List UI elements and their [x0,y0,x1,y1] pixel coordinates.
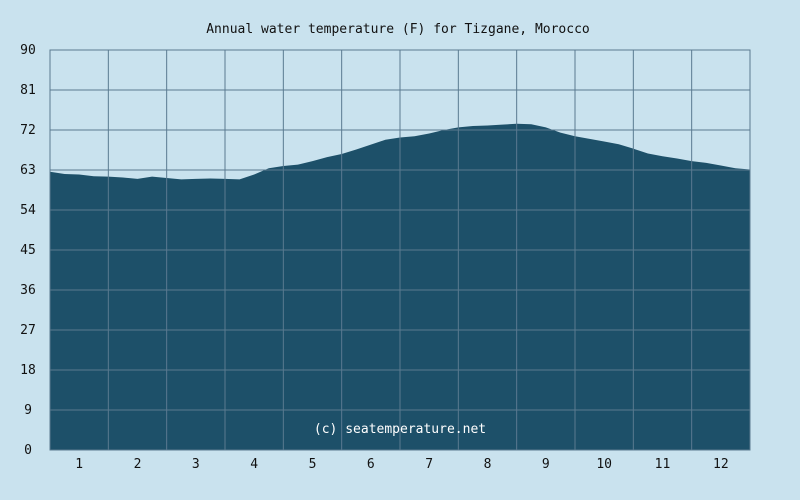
chart-title: Annual water temperature (F) for Tizgane… [206,22,590,37]
y-tick-label: 27 [20,323,36,338]
x-tick-label: 11 [655,457,671,472]
x-tick-label: 4 [250,457,258,472]
y-tick-label: 63 [20,163,36,178]
y-tick-label: 0 [24,443,32,458]
y-tick-label: 72 [20,123,36,138]
x-tick-label: 9 [542,457,550,472]
y-tick-label: 81 [20,83,36,98]
x-tick-label: 3 [192,457,200,472]
y-tick-label: 45 [20,243,36,258]
x-axis-ticks: 1 2 3 4 5 6 7 8 9 10 11 12 [75,457,728,472]
y-tick-label: 54 [20,203,36,218]
x-tick-label: 2 [134,457,142,472]
y-tick-label: 36 [20,283,36,298]
y-tick-label: 90 [20,43,36,58]
x-tick-label: 7 [425,457,433,472]
plot-border [49,49,751,451]
y-axis-ticks: 0 9 18 27 36 45 54 63 72 81 90 [20,43,36,458]
y-tick-label: 9 [24,403,32,418]
y-tick-label: 18 [20,363,36,378]
x-tick-label: 5 [309,457,317,472]
x-tick-label: 6 [367,457,375,472]
x-tick-label: 12 [713,457,729,472]
x-tick-label: 10 [596,457,612,472]
credit-watermark: (c) seatemperature.net [314,422,486,437]
x-tick-label: 8 [484,457,492,472]
x-tick-label: 1 [75,457,83,472]
